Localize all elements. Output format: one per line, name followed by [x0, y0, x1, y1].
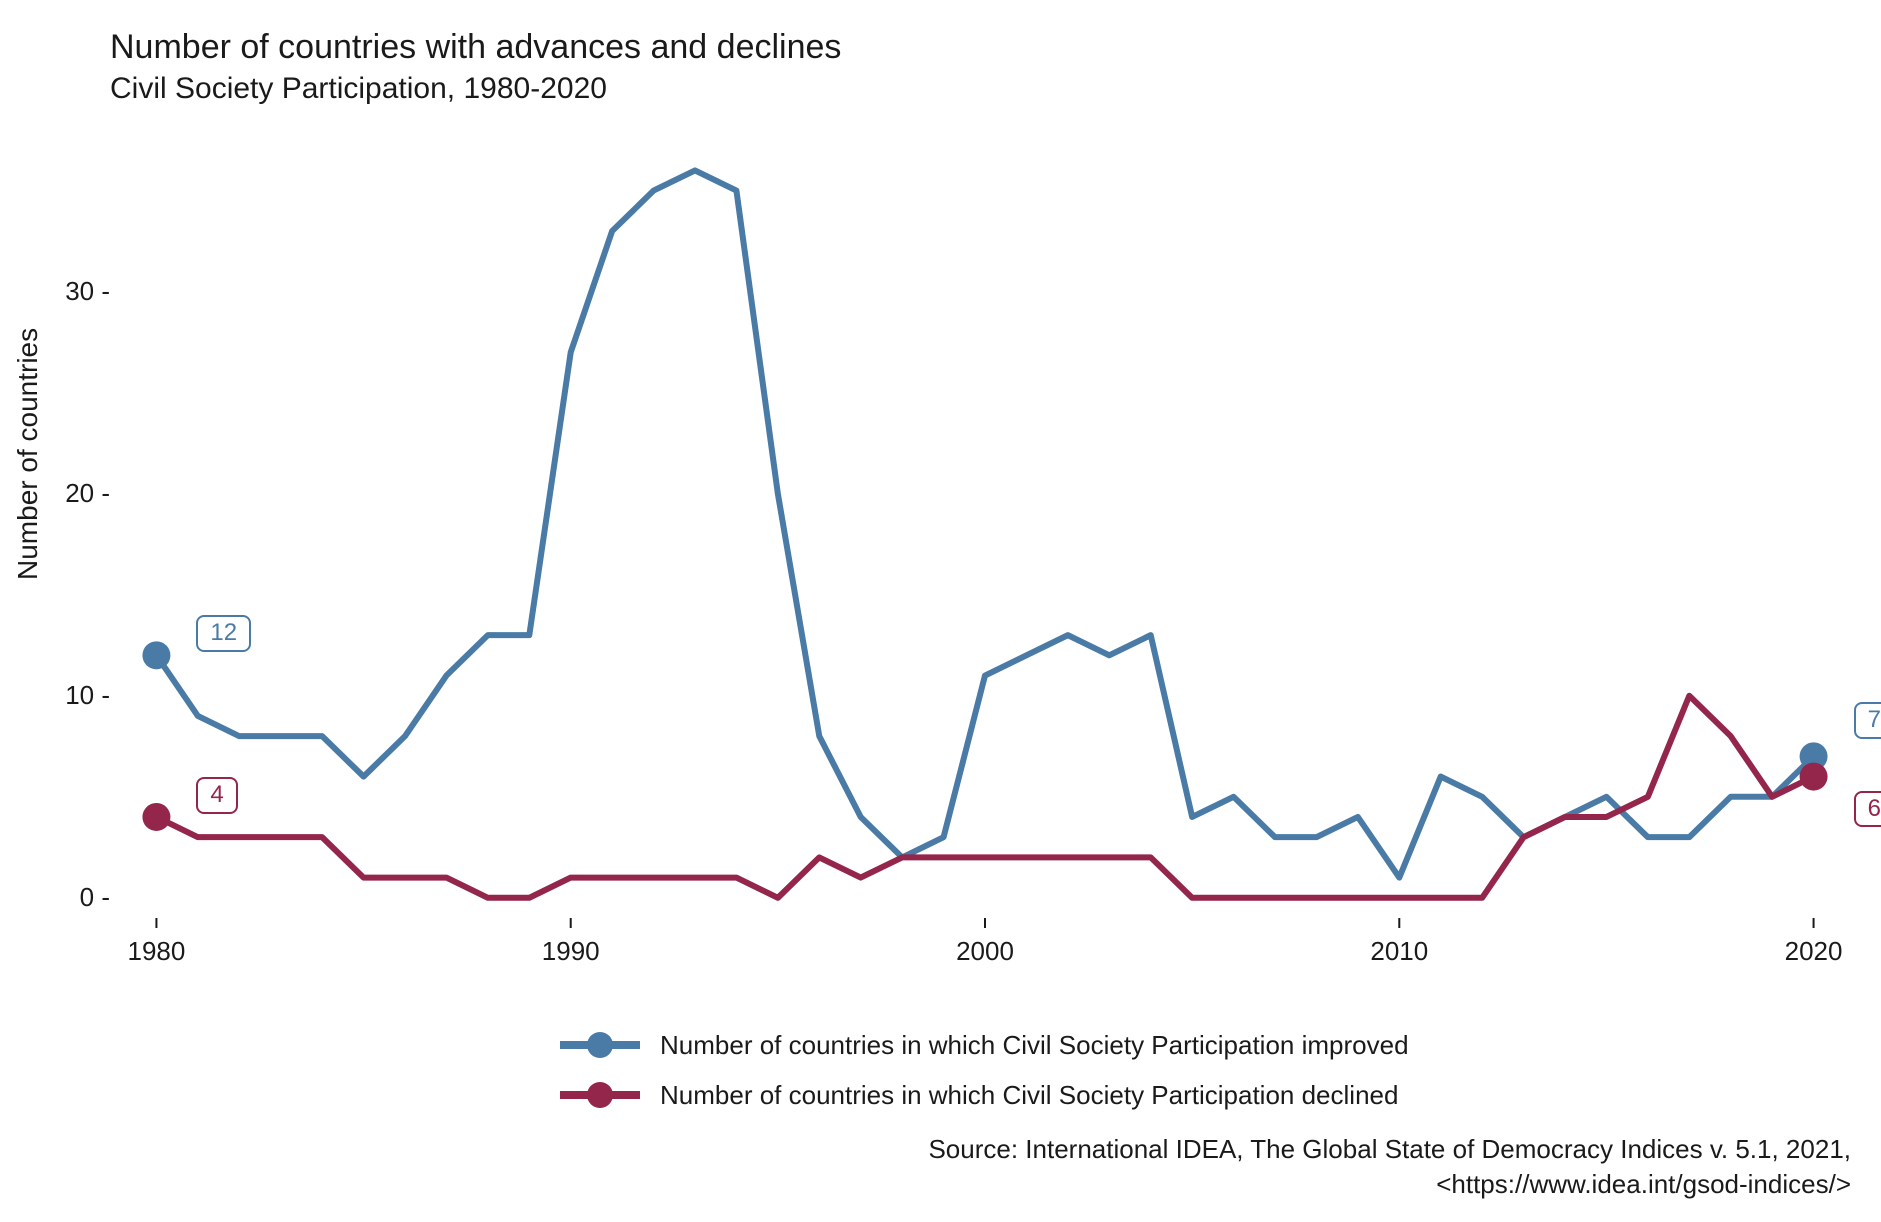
y-tick-label: 0 - — [55, 882, 110, 913]
legend-swatch-declined — [560, 1080, 640, 1110]
y-axis-label: Number of countries — [12, 328, 44, 580]
chart-svg — [115, 130, 1855, 918]
y-tick-label: 10 - — [55, 680, 110, 711]
x-tick-label: 1980 — [128, 936, 186, 967]
chart-subtitle: Civil Society Participation, 1980-2020 — [110, 72, 607, 106]
x-tick-label: 2020 — [1785, 936, 1843, 967]
endpoint-callout: 6 — [1854, 791, 1881, 828]
endpoint-callout: 7 — [1854, 702, 1881, 739]
x-tick-label: 2010 — [1370, 936, 1428, 967]
legend-label-improved: Number of countries in which Civil Socie… — [660, 1030, 1409, 1061]
chart-title: Number of countries with advances and de… — [110, 28, 841, 67]
endpoint-callout: 12 — [196, 615, 251, 652]
legend-swatch-improved — [560, 1030, 640, 1060]
legend-item-declined: Number of countries in which Civil Socie… — [560, 1070, 1409, 1120]
x-tick-label: 2000 — [956, 936, 1014, 967]
y-tick-label: 30 - — [55, 276, 110, 307]
plot-area: 0 -10 -20 -30 -1980199020002010202012746 — [115, 130, 1855, 918]
source-citation: Source: International IDEA, The Global S… — [928, 1132, 1851, 1202]
legend-item-improved: Number of countries in which Civil Socie… — [560, 1020, 1409, 1070]
page-root: Number of countries with advances and de… — [0, 0, 1881, 1222]
legend: Number of countries in which Civil Socie… — [560, 1020, 1409, 1120]
endpoint-callout: 4 — [196, 777, 237, 814]
source-line-1: Source: International IDEA, The Global S… — [928, 1132, 1851, 1167]
legend-label-declined: Number of countries in which Civil Socie… — [660, 1080, 1398, 1111]
x-tick-label: 1990 — [542, 936, 600, 967]
y-tick-label: 20 - — [55, 478, 110, 509]
source-line-2: <https://www.idea.int/gsod-indices/> — [928, 1167, 1851, 1202]
